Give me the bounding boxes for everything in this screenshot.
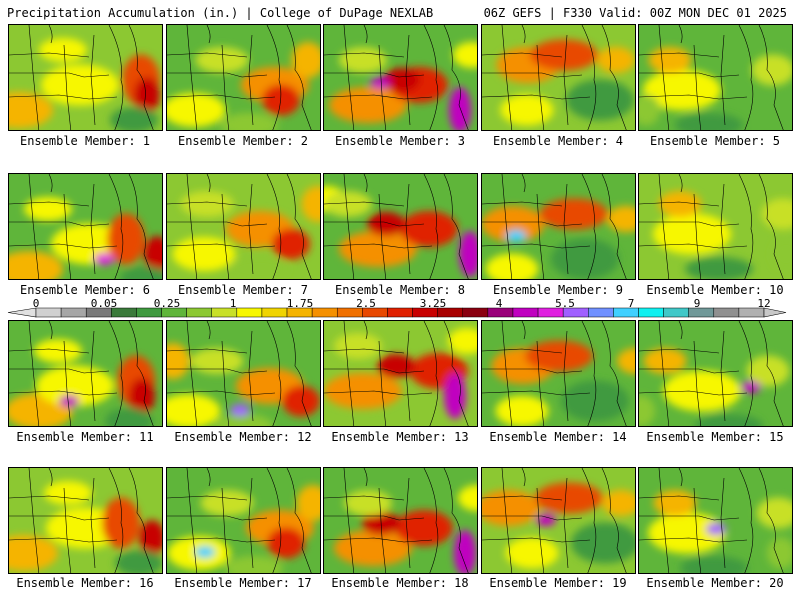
ensemble-member-map xyxy=(8,24,163,131)
ensemble-member-map xyxy=(481,320,636,427)
precipitation-map xyxy=(482,174,635,279)
colorbar-tick-label: 5.5 xyxy=(555,297,575,310)
colorbar-bin xyxy=(613,307,639,318)
colorbar-bin xyxy=(311,307,338,318)
precipitation-colorbar xyxy=(7,307,787,318)
ensemble-member-map xyxy=(166,467,321,574)
colorbar-bin xyxy=(186,307,212,318)
ensemble-member-label: Ensemble Member: 3 xyxy=(334,134,466,148)
ensemble-member-label: Ensemble Member: 13 xyxy=(331,430,469,444)
precipitation-map xyxy=(9,468,162,573)
colorbar-bin xyxy=(60,307,87,318)
ensemble-member-label: Ensemble Member: 1 xyxy=(19,134,151,148)
colorbar-bin xyxy=(261,307,288,318)
ensemble-member-label: Ensemble Member: 15 xyxy=(646,430,784,444)
ensemble-member-label: Ensemble Member: 12 xyxy=(174,430,312,444)
colorbar-bin xyxy=(688,307,715,318)
ensemble-member-map xyxy=(166,173,321,280)
ensemble-member-label: Ensemble Member: 7 xyxy=(177,283,309,297)
precipitation-map xyxy=(167,25,320,130)
ensemble-member-map xyxy=(481,24,636,131)
colorbar-tick-label: 7 xyxy=(627,297,635,310)
ensemble-member-map xyxy=(638,24,793,131)
colorbar-bin xyxy=(663,307,689,318)
colorbar-tick-label: 4 xyxy=(495,297,503,310)
precipitation-map xyxy=(324,468,477,573)
precipitation-map xyxy=(482,468,635,573)
colorbar-tick-label: 0 xyxy=(32,297,40,310)
precipitation-map xyxy=(639,321,792,426)
colorbar-bin xyxy=(512,307,539,318)
colorbar-bin xyxy=(462,307,489,318)
precipitation-map xyxy=(9,174,162,279)
model-run-info: 06Z GEFS | F330 Valid: 00Z MON DEC 01 20… xyxy=(483,6,787,20)
colorbar-bin xyxy=(713,307,740,318)
ensemble-member-map xyxy=(8,173,163,280)
ensemble-member-label: Ensemble Member: 17 xyxy=(174,576,312,590)
ensemble-member-map xyxy=(481,173,636,280)
ensemble-member-map xyxy=(8,320,163,427)
ensemble-member-map xyxy=(323,173,478,280)
ensemble-member-map xyxy=(323,467,478,574)
ensemble-member-label: Ensemble Member: 16 xyxy=(16,576,154,590)
precipitation-map xyxy=(167,174,320,279)
ensemble-member-map xyxy=(638,173,793,280)
ensemble-member-label: Ensemble Member: 18 xyxy=(331,576,469,590)
colorbar-tick-label: 1.75 xyxy=(286,297,314,310)
ensemble-member-map xyxy=(481,467,636,574)
precipitation-map xyxy=(324,321,477,426)
precipitation-map xyxy=(639,174,792,279)
colorbar-tick-label: 12 xyxy=(757,297,771,310)
precipitation-map xyxy=(639,25,792,130)
colorbar-bin xyxy=(387,307,413,318)
ensemble-member-map xyxy=(8,467,163,574)
precipitation-map xyxy=(324,174,477,279)
ensemble-member-label: Ensemble Member: 14 xyxy=(489,430,627,444)
colorbar-bin xyxy=(638,307,664,318)
ensemble-member-map xyxy=(638,320,793,427)
precipitation-map xyxy=(482,25,635,130)
colorbar-tick-label: 3.25 xyxy=(419,297,447,310)
ensemble-member-label: Ensemble Member: 11 xyxy=(16,430,154,444)
ensemble-member-label: Ensemble Member: 20 xyxy=(646,576,784,590)
ensemble-member-label: Ensemble Member: 8 xyxy=(334,283,466,297)
ensemble-member-map xyxy=(638,467,793,574)
ensemble-member-label: Ensemble Member: 10 xyxy=(646,283,784,297)
colorbar-tick-label: 9 xyxy=(693,297,701,310)
colorbar-bin xyxy=(588,307,614,318)
precipitation-map xyxy=(639,468,792,573)
chart-title: Precipitation Accumulation (in.) | Colle… xyxy=(7,6,434,20)
colorbar-tick-label: 0.05 xyxy=(90,297,118,310)
ensemble-member-label: Ensemble Member: 4 xyxy=(492,134,624,148)
ensemble-member-label: Ensemble Member: 6 xyxy=(19,283,151,297)
ensemble-member-label: Ensemble Member: 19 xyxy=(489,576,627,590)
colorbar-max-arrow xyxy=(763,307,787,318)
colorbar-bin xyxy=(236,307,263,318)
ensemble-member-map xyxy=(323,24,478,131)
precipitation-map xyxy=(167,321,320,426)
ensemble-member-map xyxy=(323,320,478,427)
precipitation-map xyxy=(9,321,162,426)
colorbar-tick-label: 0.25 xyxy=(153,297,181,310)
colorbar-tick-label: 2.5 xyxy=(356,297,376,310)
precipitation-map xyxy=(9,25,162,130)
precipitation-map xyxy=(324,25,477,130)
precipitation-map xyxy=(482,321,635,426)
precipitation-map xyxy=(167,468,320,573)
ensemble-member-map xyxy=(166,24,321,131)
ensemble-member-label: Ensemble Member: 9 xyxy=(492,283,624,297)
ensemble-member-map xyxy=(166,320,321,427)
colorbar-tick-label: 1 xyxy=(229,297,237,310)
colorbar-bin xyxy=(35,307,62,318)
ensemble-member-label: Ensemble Member: 2 xyxy=(177,134,309,148)
ensemble-member-label: Ensemble Member: 5 xyxy=(649,134,781,148)
